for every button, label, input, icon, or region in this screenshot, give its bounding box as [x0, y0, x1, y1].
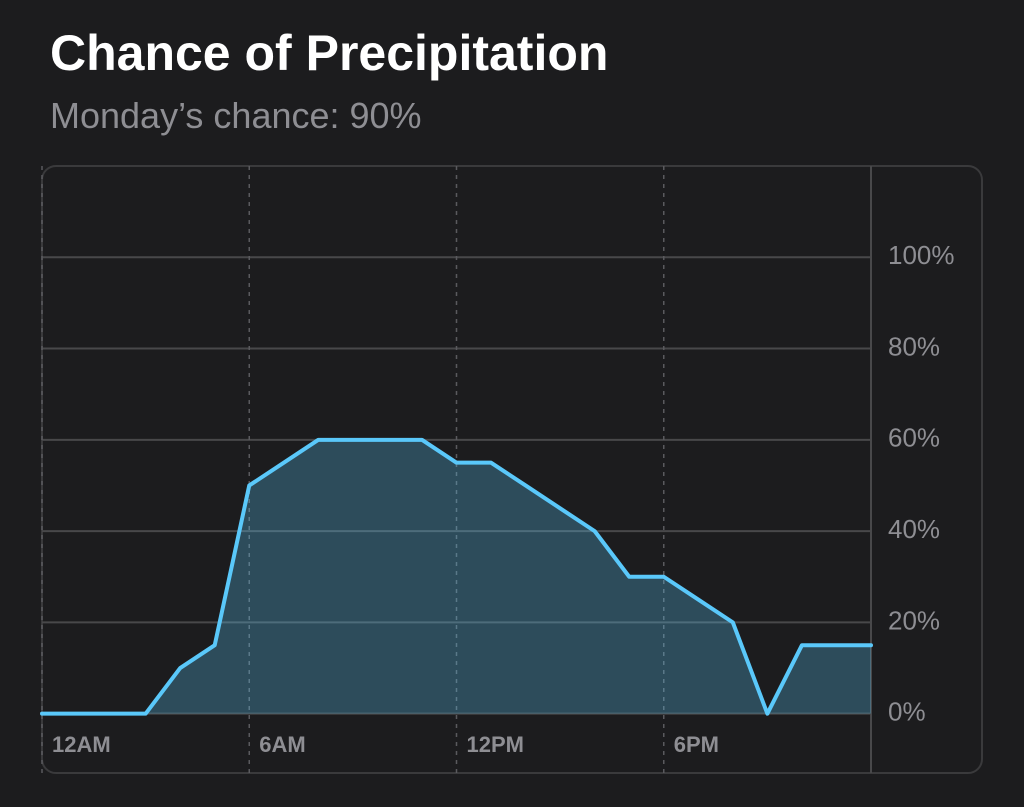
x-tick-label: 12PM [467, 732, 524, 757]
x-tick-label: 12AM [52, 732, 111, 757]
y-tick-label: 20% [888, 605, 940, 635]
chart-title: Chance of Precipitation [50, 25, 608, 81]
area-fill [42, 439, 871, 714]
y-tick-label: 100% [888, 240, 955, 270]
chart-subtitle: Monday’s chance: 90% [50, 95, 422, 136]
y-tick-label: 0% [888, 697, 926, 727]
y-tick-label: 40% [888, 514, 940, 544]
chart-frame [41, 165, 983, 774]
y-tick-label: 80% [888, 331, 940, 361]
line [40, 437, 873, 716]
x-tick-label: 6AM [259, 732, 305, 757]
y-tick-label: 60% [888, 423, 940, 453]
x-tick-label: 6PM [674, 732, 719, 757]
